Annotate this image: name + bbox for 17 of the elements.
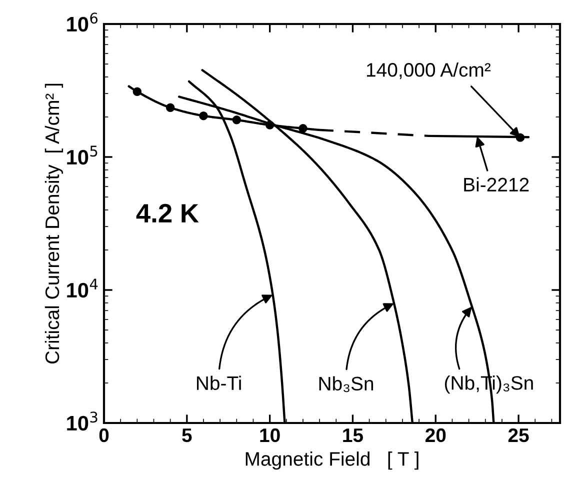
x-tick-label: 25 <box>508 428 529 442</box>
y-tick-label: 10$^{4}$ <box>67 278 98 298</box>
y-tick-label: 10$^{6}$ <box>67 12 98 32</box>
y-axis-title: Critical Current Density [ A/cm² ] <box>44 84 64 364</box>
annotation: Nb₃Sn <box>319 376 374 392</box>
x-axis-title: Magnetic Field [ T ] <box>246 452 418 470</box>
x-tick-label: 15 <box>343 428 363 442</box>
x-tick-label: 10 <box>260 428 280 442</box>
y-tick-label: 10$^{5}$ <box>67 146 98 165</box>
y-tick-label: 10$^{3}$ <box>67 412 98 431</box>
annotation: Nb-Ti <box>197 376 241 390</box>
x-tick-label: 20 <box>426 428 446 442</box>
x-tick-label: 0 <box>99 428 109 442</box>
x-tick-label: 5 <box>182 428 192 442</box>
annotation: 4.2 K <box>136 204 199 222</box>
annotation: 140,000 A/cm² <box>367 62 491 80</box>
annotation: Bi-2212 <box>464 177 529 192</box>
